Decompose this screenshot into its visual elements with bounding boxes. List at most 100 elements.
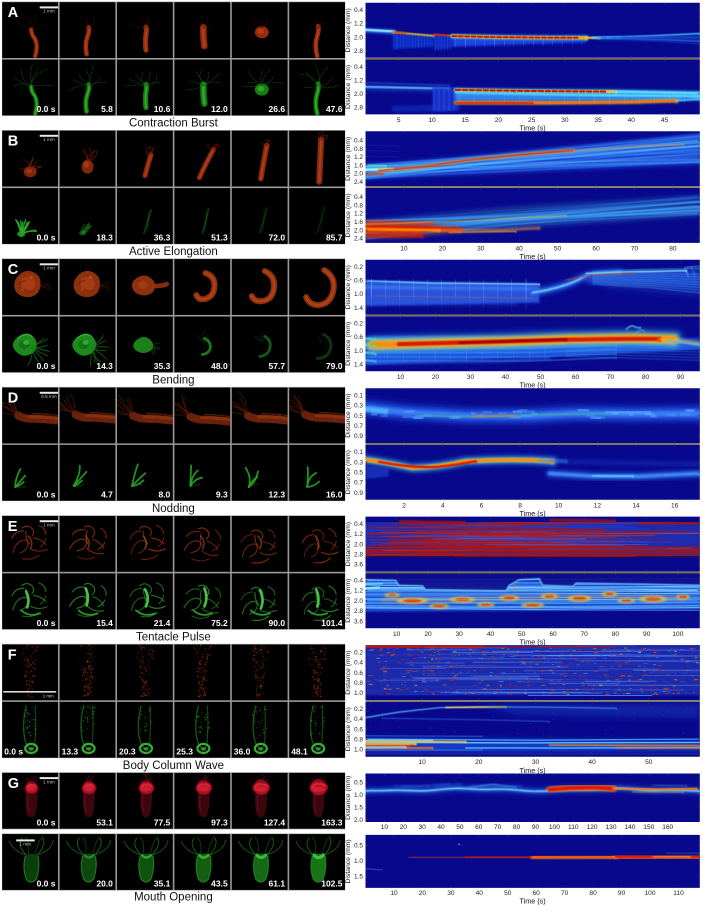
svg-text:0.2: 0.2 <box>354 321 363 328</box>
svg-text:D: D <box>8 391 18 407</box>
svg-text:10: 10 <box>393 631 401 638</box>
svg-text:5.8: 5.8 <box>101 104 113 114</box>
svg-text:A: A <box>8 5 19 21</box>
svg-text:1.2: 1.2 <box>354 154 363 161</box>
svg-text:Bending: Bending <box>152 375 194 387</box>
svg-text:1.0: 1.0 <box>354 690 363 697</box>
svg-text:100: 100 <box>672 631 683 638</box>
svg-text:40: 40 <box>487 631 495 638</box>
svg-text:5: 5 <box>397 117 401 124</box>
svg-text:50: 50 <box>645 759 653 766</box>
svg-text:1 mm: 1 mm <box>43 779 55 784</box>
svg-text:1.6: 1.6 <box>354 162 363 169</box>
svg-text:16.0: 16.0 <box>326 490 343 500</box>
svg-text:Time (s): Time (s) <box>520 766 546 775</box>
svg-text:0.3: 0.3 <box>354 459 363 466</box>
svg-text:4: 4 <box>441 502 445 509</box>
svg-text:0.4: 0.4 <box>354 660 363 667</box>
svg-text:80: 80 <box>589 890 597 897</box>
svg-text:3.6: 3.6 <box>354 618 363 625</box>
svg-text:2.4: 2.4 <box>354 179 363 186</box>
svg-text:20: 20 <box>439 245 447 252</box>
svg-text:50: 50 <box>504 890 512 897</box>
svg-text:150: 150 <box>643 824 654 831</box>
svg-text:0.9: 0.9 <box>354 433 363 440</box>
svg-text:80: 80 <box>642 374 650 381</box>
svg-text:70: 70 <box>561 890 569 897</box>
svg-text:Time (s): Time (s) <box>520 896 546 905</box>
svg-text:0.6: 0.6 <box>354 334 363 341</box>
svg-text:0.4: 0.4 <box>354 716 363 723</box>
svg-text:C: C <box>8 262 19 278</box>
svg-text:1.0: 1.0 <box>354 348 363 355</box>
svg-text:0.4: 0.4 <box>354 7 363 14</box>
svg-text:1.6: 1.6 <box>354 219 363 226</box>
svg-text:90: 90 <box>677 374 685 381</box>
svg-text:1 mm: 1 mm <box>43 9 55 14</box>
svg-text:1.0: 1.0 <box>354 858 363 865</box>
svg-text:40: 40 <box>516 245 524 252</box>
svg-text:15: 15 <box>462 117 470 124</box>
svg-text:80: 80 <box>513 824 521 831</box>
svg-text:0.5: 0.5 <box>354 779 363 786</box>
svg-text:130: 130 <box>605 824 616 831</box>
svg-text:Time (s): Time (s) <box>520 252 546 261</box>
svg-text:Distance (mm): Distance (mm) <box>345 265 352 309</box>
svg-text:F: F <box>8 648 17 664</box>
svg-text:Distance (mm): Distance (mm) <box>345 776 352 820</box>
svg-text:2.0: 2.0 <box>354 817 363 824</box>
svg-text:40: 40 <box>588 759 596 766</box>
svg-text:Time (s): Time (s) <box>520 124 546 133</box>
svg-text:2.0: 2.0 <box>354 598 363 605</box>
svg-text:0.0 s: 0.0 s <box>37 361 56 371</box>
svg-text:20: 20 <box>475 759 483 766</box>
svg-text:Active Elongation: Active Elongation <box>129 246 218 258</box>
svg-text:80: 80 <box>612 631 620 638</box>
svg-text:77.5: 77.5 <box>154 818 171 828</box>
svg-text:9.3: 9.3 <box>216 490 228 500</box>
svg-text:1.2: 1.2 <box>354 211 363 218</box>
svg-text:20.3: 20.3 <box>119 746 136 756</box>
svg-text:1 mm: 1 mm <box>43 266 55 271</box>
svg-text:48.1: 48.1 <box>291 746 308 756</box>
svg-text:40: 40 <box>437 824 445 831</box>
svg-text:Time (s): Time (s) <box>520 637 546 646</box>
svg-text:35.1: 35.1 <box>154 879 171 889</box>
svg-text:0.3: 0.3 <box>354 403 363 410</box>
svg-text:0.0 s: 0.0 s <box>37 879 56 889</box>
svg-text:2.0: 2.0 <box>354 541 363 548</box>
svg-text:E: E <box>8 519 18 535</box>
svg-text:Distance (mm): Distance (mm) <box>345 450 352 494</box>
svg-text:0.0 s: 0.0 s <box>37 618 56 628</box>
svg-text:10: 10 <box>555 502 563 509</box>
svg-text:12: 12 <box>594 502 602 509</box>
svg-text:2: 2 <box>402 502 406 509</box>
svg-text:1 mm: 1 mm <box>43 137 55 142</box>
svg-text:Distance (mm): Distance (mm) <box>345 193 352 237</box>
svg-text:Distance (mm): Distance (mm) <box>345 322 352 366</box>
svg-text:0.8: 0.8 <box>354 737 363 744</box>
svg-text:0.8: 0.8 <box>354 680 363 687</box>
svg-text:0.2: 0.2 <box>354 649 363 656</box>
svg-text:36.0: 36.0 <box>234 746 251 756</box>
svg-text:0.6: 0.6 <box>354 278 363 285</box>
svg-text:35: 35 <box>594 117 602 124</box>
svg-text:1.5: 1.5 <box>354 804 363 811</box>
svg-text:14: 14 <box>632 502 640 509</box>
svg-text:30: 30 <box>467 374 475 381</box>
svg-text:1.5: 1.5 <box>354 873 363 880</box>
svg-text:75.2: 75.2 <box>211 618 228 628</box>
svg-text:40: 40 <box>628 117 636 124</box>
svg-text:80: 80 <box>669 245 677 252</box>
svg-text:0.1: 0.1 <box>354 449 363 456</box>
svg-text:90.0: 90.0 <box>269 618 286 628</box>
svg-text:35.3: 35.3 <box>154 361 171 371</box>
svg-text:50: 50 <box>518 631 526 638</box>
svg-text:20: 20 <box>424 631 432 638</box>
svg-text:0.4: 0.4 <box>354 521 363 528</box>
svg-text:Mouth Opening: Mouth Opening <box>134 891 213 903</box>
svg-text:0.6: 0.6 <box>354 670 363 677</box>
svg-text:0.0 s: 0.0 s <box>37 818 56 828</box>
svg-text:1.2: 1.2 <box>354 588 363 595</box>
svg-text:0.9: 0.9 <box>354 490 363 497</box>
